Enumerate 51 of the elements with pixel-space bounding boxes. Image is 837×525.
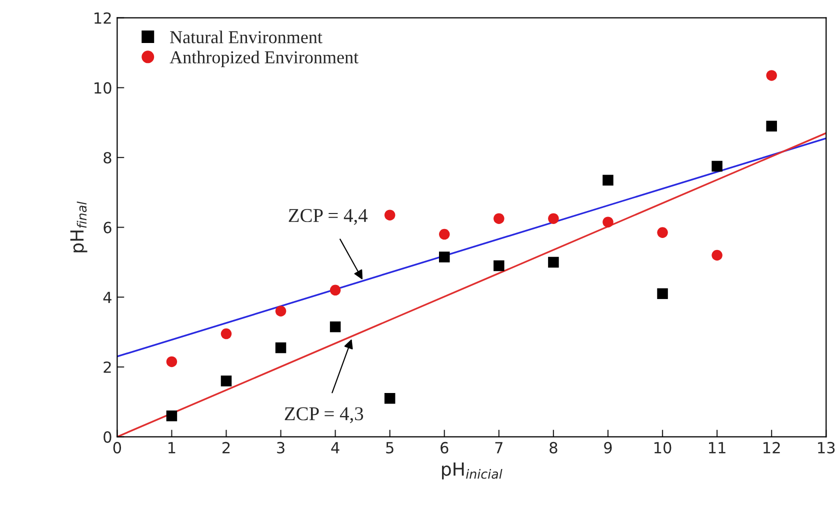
y-tick-label: 4 (103, 292, 112, 303)
x-tick-label: 0 (113, 442, 122, 454)
point (712, 160, 722, 172)
point (657, 288, 668, 300)
x-axis-title: pH$_{inicial}$ (442, 462, 502, 480)
y-tick-label: 10 (94, 82, 112, 94)
legend-label: Natural Environment (170, 30, 322, 44)
point (275, 306, 286, 316)
y-tick-label: 6 (104, 222, 112, 234)
x-tick-label: 10 (654, 442, 672, 454)
point (384, 393, 396, 404)
point (220, 376, 232, 386)
point (166, 356, 178, 368)
x-tick-label: 8 (550, 442, 558, 454)
point (330, 321, 341, 332)
point (439, 252, 450, 262)
point (766, 120, 777, 132)
point (494, 213, 504, 224)
x-tick-label: 9 (604, 442, 612, 454)
x-tick-label: 6 (440, 442, 448, 454)
x-tick-label: 1 (168, 442, 176, 454)
point (166, 410, 178, 422)
x-tick-label: 12 (764, 442, 780, 454)
point (657, 227, 668, 238)
point (766, 70, 777, 81)
point (494, 260, 504, 272)
point (548, 256, 559, 268)
legend-label: Anthropized Environment (170, 50, 358, 68)
point (602, 174, 614, 186)
x-tick-label: 7 (495, 442, 502, 454)
point (220, 328, 232, 340)
y-tick-label: 2 (104, 361, 111, 373)
point (602, 216, 614, 228)
point (330, 284, 341, 296)
y-axis-title: pH$_{final}$ (70, 201, 88, 252)
point (384, 210, 396, 220)
point (712, 250, 722, 261)
x-tick-label: 13 (818, 442, 835, 454)
y-tick-label: 8 (104, 152, 112, 164)
annotation: ZCP = 4,3 (284, 407, 364, 424)
x-tick-label: 4 (331, 442, 340, 454)
x-tick-label: 11 (709, 442, 726, 454)
x-tick-label: 2 (222, 442, 230, 454)
point (439, 228, 450, 240)
x-tick-label: 5 (386, 442, 394, 454)
x-tick-label: 3 (277, 442, 284, 454)
y-tick-label: 12 (94, 12, 111, 24)
point (548, 213, 559, 224)
point (275, 342, 286, 354)
annotation: ZCP = 4,4 (288, 208, 368, 225)
y-tick-label: 0 (104, 431, 112, 443)
